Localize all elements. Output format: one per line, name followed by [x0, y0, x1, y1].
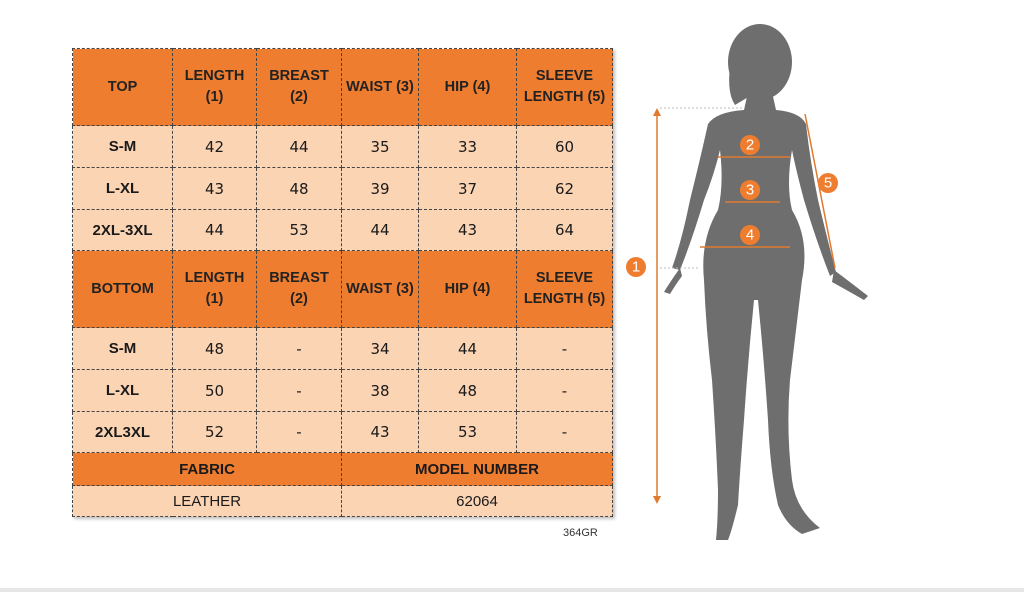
table-row: FABRIC MODEL NUMBER	[72, 452, 613, 486]
header-cell: BOTTOM	[72, 250, 173, 328]
value-cell: -	[516, 411, 613, 453]
table-row: BOTTOM LENGTH (1) BREAST (2) WAIST (3) HIP (…	[72, 250, 613, 328]
value-cell: 64	[516, 209, 613, 251]
size-cell: S-M	[72, 125, 173, 168]
value-cell: 43	[341, 411, 419, 453]
label-2: 2	[740, 135, 760, 155]
value-cell: 53	[418, 411, 517, 453]
size-cell: L-XL	[72, 369, 173, 412]
value-cell: 53	[256, 209, 342, 251]
size-cell: 2XL-3XL	[72, 209, 173, 251]
value-cell: -	[256, 327, 342, 370]
value-cell: 44	[418, 327, 517, 370]
label-text: 5	[824, 175, 832, 192]
label-1: 1	[626, 257, 646, 277]
table-row: 2XL3XL 52-43 53-	[72, 411, 613, 453]
table-row: L-XL 43 48 39 37 62	[72, 167, 613, 210]
size-table: TOP LENGTH (1) BREAST (2) WAIST (3) HIP (4) S…	[72, 48, 613, 517]
value-cell: 35	[341, 125, 419, 168]
product-code: 364GR	[563, 527, 598, 539]
divider	[0, 588, 1024, 592]
value-cell: 43	[418, 209, 517, 251]
label-text: 4	[746, 227, 754, 244]
value-cell: 38	[341, 369, 419, 412]
table-row: 2XL-3XL 44 53 44 43 64	[72, 209, 613, 251]
value-cell: 44	[256, 125, 342, 168]
footer-header: MODEL NUMBER	[341, 452, 613, 486]
footer-header: FABRIC	[72, 452, 342, 486]
header-cell: WAIST (3)	[341, 48, 419, 126]
value-cell: 52	[172, 411, 257, 453]
header-cell: SLEEVE LENGTH (5)	[516, 48, 613, 126]
value-cell: 44	[172, 209, 257, 251]
value-cell: -	[256, 411, 342, 453]
header-cell: SLEEVE LENGTH (5)	[516, 250, 613, 328]
label-text: 3	[746, 182, 754, 199]
table-row: TOP LENGTH (1) BREAST (2) WAIST (3) HIP (4) S…	[72, 48, 613, 126]
header-cell: LENGTH (1)	[172, 48, 257, 126]
label-3: 3	[740, 180, 760, 200]
value-cell: 48	[256, 167, 342, 210]
table-row: LEATHER 62064	[72, 485, 613, 517]
value-cell: 43	[172, 167, 257, 210]
label-5: 5	[818, 173, 838, 193]
value-cell: 42	[172, 125, 257, 168]
value-cell: 34	[341, 327, 419, 370]
size-cell: 2XL3XL	[72, 411, 173, 453]
size-cell: S-M	[72, 327, 173, 370]
value-cell: -	[516, 369, 613, 412]
header-cell: HIP (4)	[418, 48, 517, 126]
header-cell: LENGTH (1)	[172, 250, 257, 328]
table-row: S-M 48-34 44-	[72, 327, 613, 370]
table-row: L-XL 50-38 48-	[72, 369, 613, 412]
value-cell: 37	[418, 167, 517, 210]
label-text: 1	[632, 259, 640, 276]
silhouette	[664, 24, 868, 540]
header-cell: TOP	[72, 48, 173, 126]
size-cell: L-XL	[72, 167, 173, 210]
header-cell: BREAST (2)	[256, 250, 342, 328]
header-cell: WAIST (3)	[341, 250, 419, 328]
value-cell: 39	[341, 167, 419, 210]
value-cell: -	[516, 327, 613, 370]
label-4: 4	[740, 225, 760, 245]
value-cell: 50	[172, 369, 257, 412]
header-cell: BREAST (2)	[256, 48, 342, 126]
body-figure: 1 2 3 4 5	[626, 24, 868, 540]
value-cell: 48	[172, 327, 257, 370]
value-cell: 33	[418, 125, 517, 168]
footer-value: 62064	[341, 485, 613, 517]
value-cell: 44	[341, 209, 419, 251]
value-cell: 48	[418, 369, 517, 412]
value-cell: 60	[516, 125, 613, 168]
value-cell: 62	[516, 167, 613, 210]
label-text: 2	[746, 137, 754, 154]
header-cell: HIP (4)	[418, 250, 517, 328]
measure-lines	[653, 107, 836, 504]
value-cell: -	[256, 369, 342, 412]
footer-value: LEATHER	[72, 485, 342, 517]
table-row: S-M 42 44 35 33 60	[72, 125, 613, 168]
